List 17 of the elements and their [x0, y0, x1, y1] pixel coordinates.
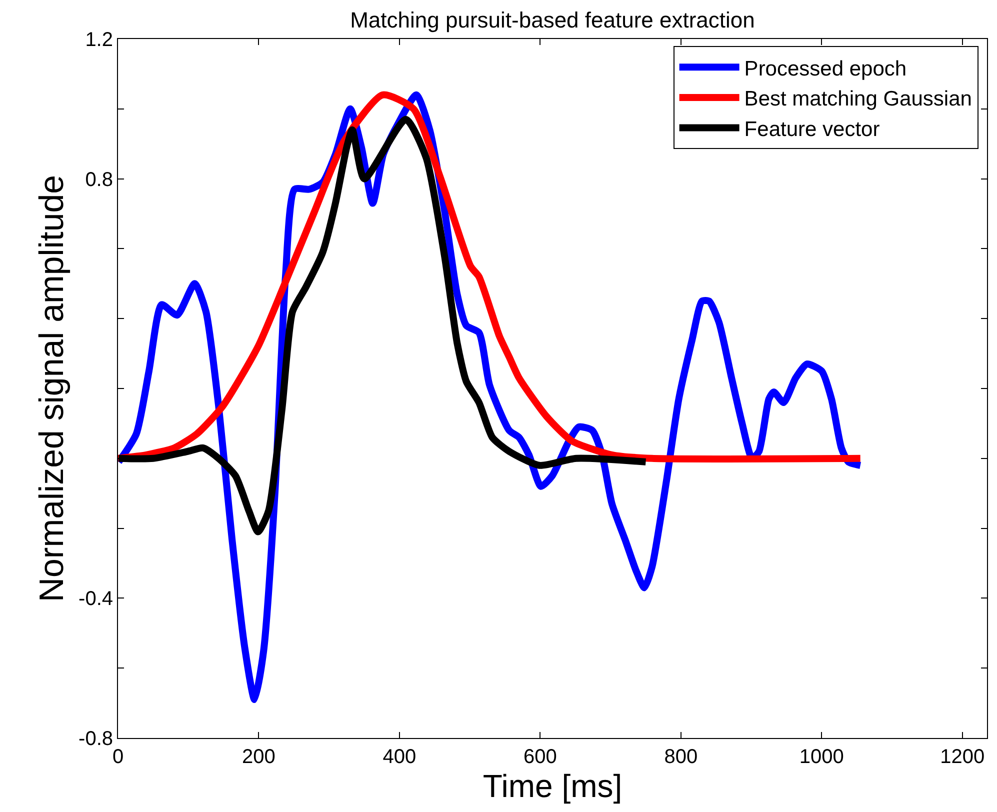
x-tick-label: 400	[382, 746, 416, 768]
y-tick-label: -0.4	[78, 588, 113, 610]
x-tick-label: 0	[112, 746, 124, 768]
x-tick-label: 1200	[940, 746, 985, 768]
y-tick-label: -0.8	[78, 728, 113, 750]
y-axis-title: Normalized signal amplitude	[33, 174, 72, 602]
legend-label: Processed epoch	[744, 57, 907, 80]
x-tick-label: 600	[524, 746, 557, 768]
x-tick-label: 1000	[799, 746, 844, 768]
legend-label: Feature vector	[744, 118, 880, 141]
y-tick-label: 0.8	[85, 168, 113, 191]
x-tick-label: 800	[664, 746, 698, 768]
x-axis-title: Time [ms]	[482, 768, 622, 804]
legend-label: Best matching Gaussian	[744, 88, 972, 111]
x-tick-label: 200	[242, 746, 276, 768]
y-tick-label: 1.2	[85, 29, 113, 51]
chart-title: Matching pursuit-based feature extraction	[350, 8, 755, 33]
